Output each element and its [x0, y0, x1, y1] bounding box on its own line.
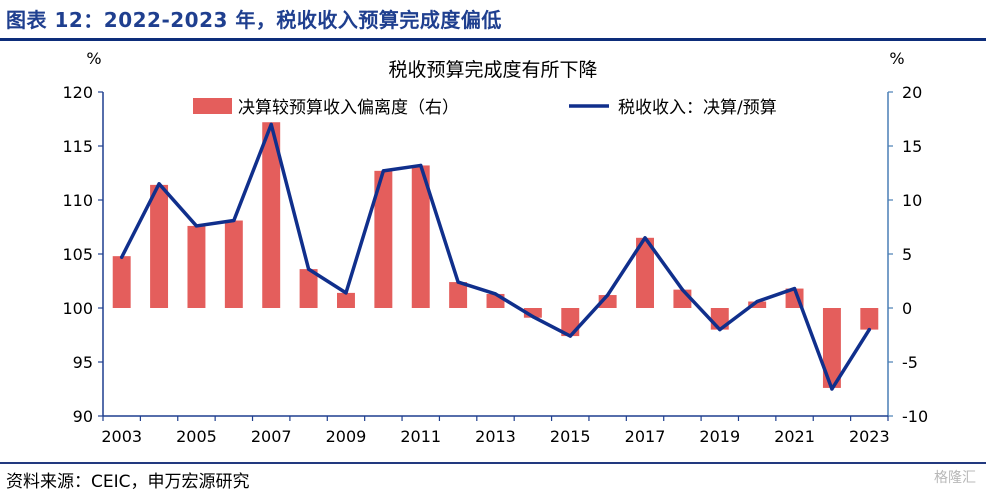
left-axis-tick-label: 115 — [62, 137, 93, 156]
x-axis-tick-label: 2019 — [699, 427, 740, 446]
chart-title: 税收预算完成度有所下降 — [388, 59, 597, 81]
right-axis-tick-label: 0 — [902, 299, 912, 318]
x-axis-tick-label: 2003 — [101, 427, 142, 446]
line-point-2011 — [419, 163, 423, 168]
bar-2003 — [112, 256, 131, 308]
left-axis-tick-label: 120 — [62, 83, 93, 102]
line-point-2012 — [456, 280, 460, 284]
line-point-2006 — [232, 218, 236, 223]
axes: 90 95 100 105 110 115 120 -10 -5 0 5 10 15 20 2003 2005… — [62, 83, 928, 446]
left-axis-unit: % — [86, 49, 101, 68]
figure-title: 图表 12：2022-2023 年，税收收入预算完成度偏低 — [6, 8, 502, 32]
x-axis-tick-label: 2021 — [774, 427, 815, 446]
watermark: 格隆汇 — [934, 470, 976, 486]
x-axis-tick-label: 2007 — [251, 427, 292, 446]
left-axis-tick-label: 90 — [73, 407, 93, 426]
line-point-2021 — [792, 286, 797, 291]
line-point-2018 — [680, 288, 685, 292]
right-axis-tick-label: -5 — [902, 353, 918, 372]
right-axis-unit: % — [889, 49, 904, 68]
right-axis-tick-label: 20 — [902, 83, 922, 102]
bar-2022 — [822, 308, 841, 388]
line-point-2019 — [718, 328, 722, 332]
line-point-2023 — [867, 328, 871, 332]
right-axis-tick-label: 10 — [902, 191, 922, 210]
line-point-2017 — [643, 236, 647, 240]
bar-2020 — [748, 301, 767, 308]
bar-2014 — [523, 308, 542, 318]
left-axis-tick-label: 105 — [62, 245, 93, 264]
bar-2008 — [299, 269, 318, 308]
x-axis-tick-label: 2009 — [326, 427, 367, 446]
legend-bar-swatch — [193, 98, 232, 114]
line-point-2015 — [568, 334, 572, 338]
right-axis-tick-label: -10 — [902, 407, 928, 426]
top-rule — [0, 38, 986, 41]
line-point-2007 — [269, 122, 273, 126]
left-axis-tick-label: 100 — [62, 299, 93, 318]
line-point-2022 — [830, 387, 834, 391]
x-axis-tick-label: 2011 — [400, 427, 441, 446]
bar-2009 — [337, 292, 355, 308]
bar-series — [112, 122, 879, 388]
x-axis-tick-label: 2013 — [475, 427, 516, 446]
line-point-2004 — [157, 182, 161, 186]
line-point-2008 — [306, 267, 311, 271]
bar-2017 — [636, 237, 654, 308]
bar-2023 — [860, 308, 879, 330]
bottom-rule — [0, 462, 986, 464]
line-point-2020 — [755, 299, 759, 304]
legend: 决算较预算收入偏离度（右） 税收收入：决算/预算 — [193, 98, 777, 118]
line-point-2010 — [381, 169, 385, 173]
left-axis-tick-label: 95 — [73, 353, 93, 372]
left-axis-tick-label: 110 — [62, 191, 93, 210]
x-axis-tick-label: 2005 — [176, 427, 217, 446]
line-point-2013 — [493, 292, 498, 296]
legend-line-label: 税收收入：决算/预算 — [618, 98, 777, 118]
bar-2011 — [411, 165, 430, 308]
line-point-2003 — [120, 255, 124, 259]
line-point-2005 — [194, 224, 199, 228]
line-point-2009 — [344, 291, 348, 295]
right-axis-tick-label: 15 — [902, 137, 922, 156]
legend-bar-label: 决算较预算收入偏离度（右） — [238, 98, 459, 118]
bar-2007 — [262, 122, 281, 309]
x-axis-tick-label: 2017 — [625, 427, 666, 446]
line-point-2014 — [531, 315, 535, 319]
line-point-2016 — [606, 293, 610, 297]
x-axis-tick-label: 2023 — [849, 427, 890, 446]
bar-2010 — [374, 170, 393, 308]
bar-2006 — [224, 220, 243, 308]
bar-2012 — [449, 282, 468, 308]
source-note: 资料来源：CEIC，申万宏源研究 — [6, 472, 250, 492]
bar-2005 — [187, 225, 206, 308]
bar-2004 — [150, 184, 169, 308]
x-axis-tick-label: 2015 — [550, 427, 591, 446]
line-series — [119, 122, 872, 391]
right-axis-tick-label: 5 — [902, 245, 912, 264]
